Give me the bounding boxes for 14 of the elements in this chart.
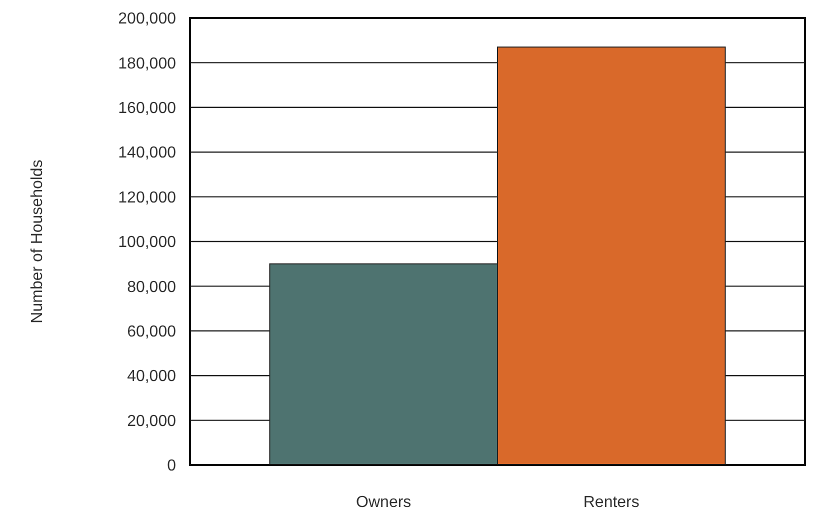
- y-tick-label: 40,000: [127, 368, 176, 386]
- x-tick-label: Renters: [583, 494, 640, 511]
- y-tick-label: 160,000: [118, 100, 176, 117]
- y-tick-label: 0: [167, 458, 176, 475]
- y-tick-label: 20,000: [127, 412, 176, 430]
- y-axis-title: Number of Households: [29, 160, 46, 324]
- x-tick-label: Owners: [356, 494, 412, 511]
- y-tick-label: 200,000: [118, 10, 176, 28]
- y-tick-label: 140,000: [118, 144, 176, 162]
- y-tick-label: 100,000: [118, 234, 176, 252]
- y-tick-label: 60,000: [127, 324, 176, 340]
- y-tick-label: 120,000: [118, 189, 176, 206]
- y-tick-label: 80,000: [127, 278, 176, 296]
- y-tick-label: 180,000: [118, 55, 176, 72]
